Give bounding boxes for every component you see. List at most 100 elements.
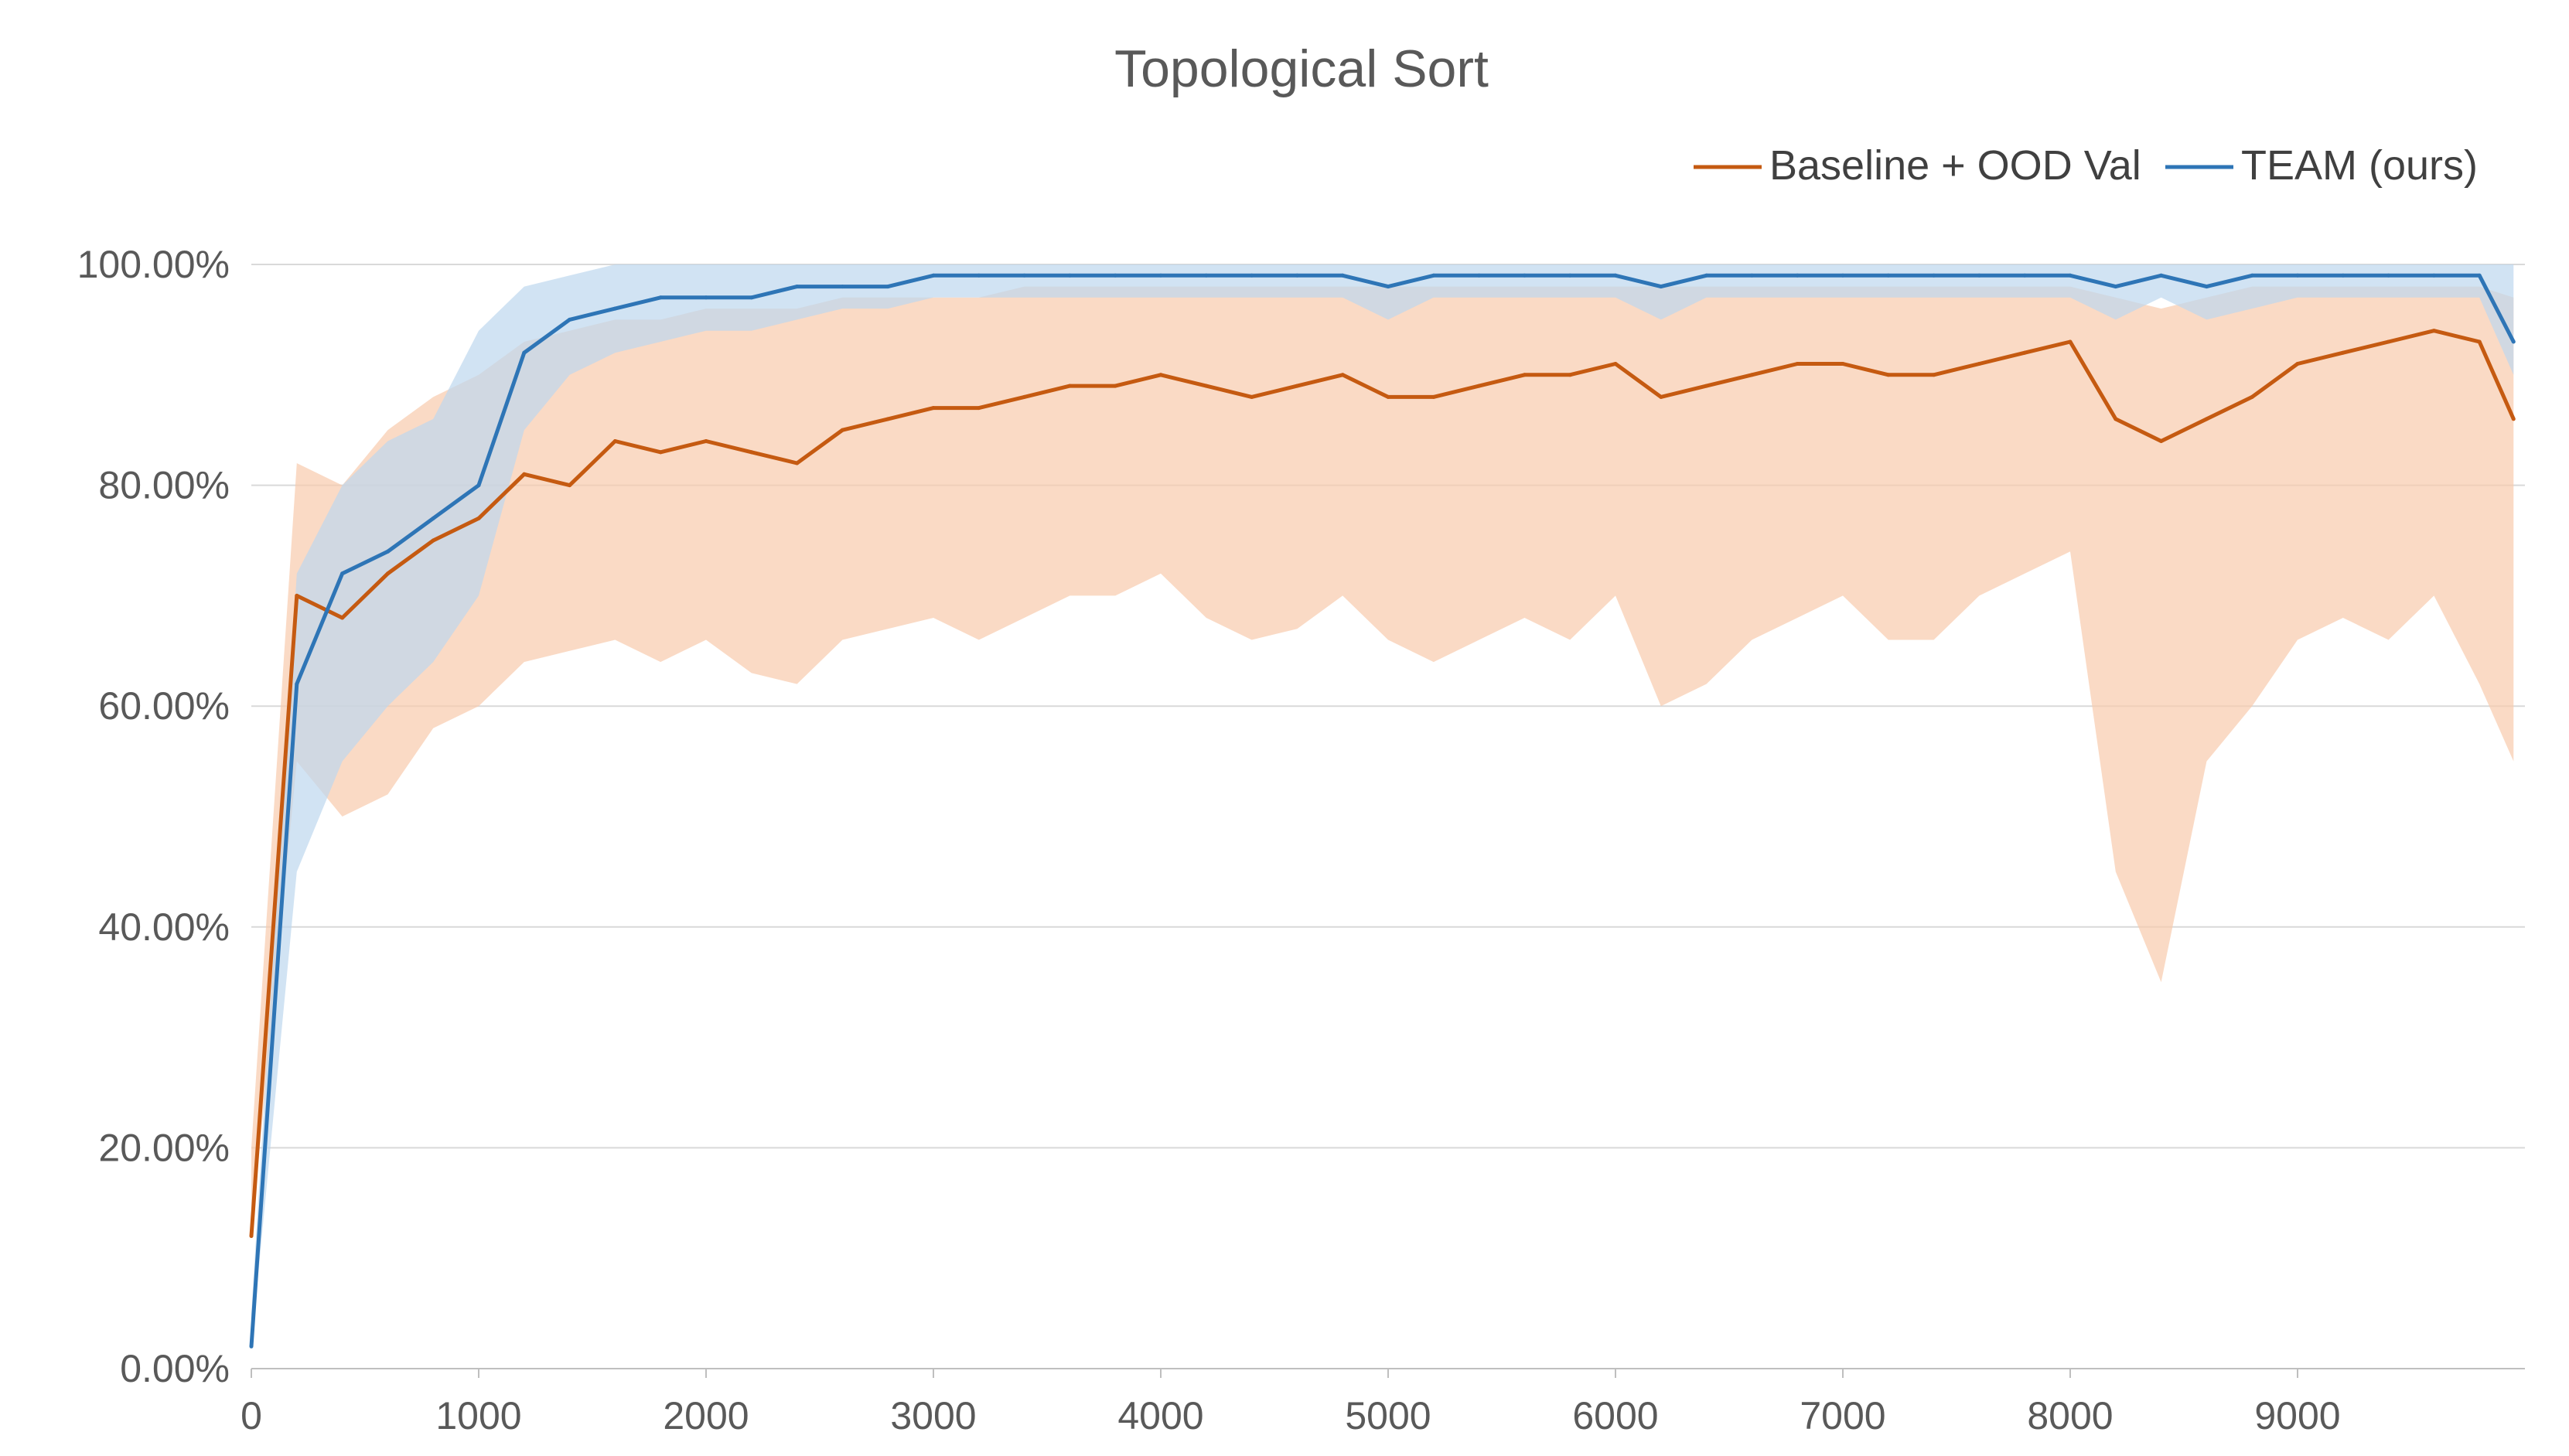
data-point [2204,417,2209,421]
axes: 0.00% 20.00% 40.00% 60.00% 80.00% 100.00% 0 100… [77,243,2525,1437]
data-point [1477,384,1482,388]
data-point [2204,285,2209,289]
data-point [795,461,800,465]
data-point [1113,384,1117,388]
data-point [522,472,527,476]
data-point [2431,329,2436,333]
confidence-band [251,264,2514,1347]
data-point [1522,373,1527,377]
y-tick-label: 80.00% [98,464,230,507]
data-point [658,295,663,300]
data-point [1659,285,1663,289]
data-point [522,350,527,355]
data-point [2022,350,2027,355]
x-tick-label: 8000 [2027,1394,2113,1437]
data-point [1158,273,1163,278]
data-point [1022,273,1027,278]
data-point [2386,273,2391,278]
data-point [476,516,481,520]
data-point [249,1344,254,1349]
data-point [2250,273,2254,278]
y-tick-label: 60.00% [98,684,230,728]
x-tick-label: 3000 [890,1394,976,1437]
data-point [568,317,572,322]
data-point [385,571,390,576]
data-point [2114,417,2118,421]
data-point [977,273,981,278]
x-tick-label: 9000 [2254,1394,2340,1437]
data-point [431,516,435,520]
data-point [931,273,936,278]
data-point [1067,384,1072,388]
data-point [2068,339,2073,344]
data-point [1932,273,1936,278]
data-point [1704,384,1709,388]
legend: Baseline + OOD Val TEAM (ours) [1694,142,2478,189]
data-point [749,295,754,300]
data-point [1340,373,1345,377]
x-tick-label: 1000 [435,1394,521,1437]
data-point [2477,273,2482,278]
y-tick-label: 100.00% [77,243,230,286]
data-point [2511,417,2516,421]
data-point [568,483,572,488]
data-point [2159,439,2164,443]
data-point [1250,273,1254,278]
data-point [476,483,481,488]
chart-title: Topological Sort [1114,39,1489,98]
y-tick-label: 20.00% [98,1126,230,1169]
x-tick-label: 5000 [1345,1394,1431,1437]
data-point [1568,373,1572,377]
data-point [1250,394,1254,399]
data-point [340,615,345,620]
data-point [1431,273,1436,278]
data-point [1749,273,1754,278]
data-point [340,571,345,576]
data-point [1659,394,1663,399]
data-point [795,285,800,289]
data-point [431,538,435,543]
data-point [385,549,390,554]
data-point [612,306,617,311]
data-point [977,406,981,411]
data-point [2250,394,2254,399]
data-point [704,439,708,443]
data-point [1932,373,1936,377]
data-point [1841,273,1845,278]
x-tick-label: 0 [241,1394,262,1437]
x-tick-label: 4000 [1117,1394,1203,1437]
data-point [1977,273,1981,278]
data-point [1340,273,1345,278]
data-point [2341,350,2346,355]
data-point [1522,273,1527,278]
data-point [1977,362,1981,366]
data-point [249,1234,254,1239]
data-point [1795,273,1800,278]
x-tick-label: 7000 [1800,1394,1885,1437]
data-point [2431,273,2436,278]
data-point [2477,339,2482,344]
legend-label: Baseline + OOD Val [1769,142,2141,189]
data-point [2295,362,2300,366]
data-point [2022,273,2027,278]
y-tick-label: 40.00% [98,905,230,949]
data-point [1204,384,1209,388]
confidence-band [251,286,2514,1236]
data-point [749,450,754,455]
data-point [1022,394,1027,399]
data-point [2341,273,2346,278]
data-point [1613,273,1618,278]
data-point [1886,373,1891,377]
data-point [1477,273,1482,278]
data-point [1704,273,1709,278]
data-point [1295,384,1299,388]
x-tick-label: 2000 [663,1394,749,1437]
data-point [1386,285,1390,289]
data-point [885,285,890,289]
data-point [1158,373,1163,377]
data-point [1795,362,1800,366]
data-point [1386,394,1390,399]
data-point [1613,362,1618,366]
